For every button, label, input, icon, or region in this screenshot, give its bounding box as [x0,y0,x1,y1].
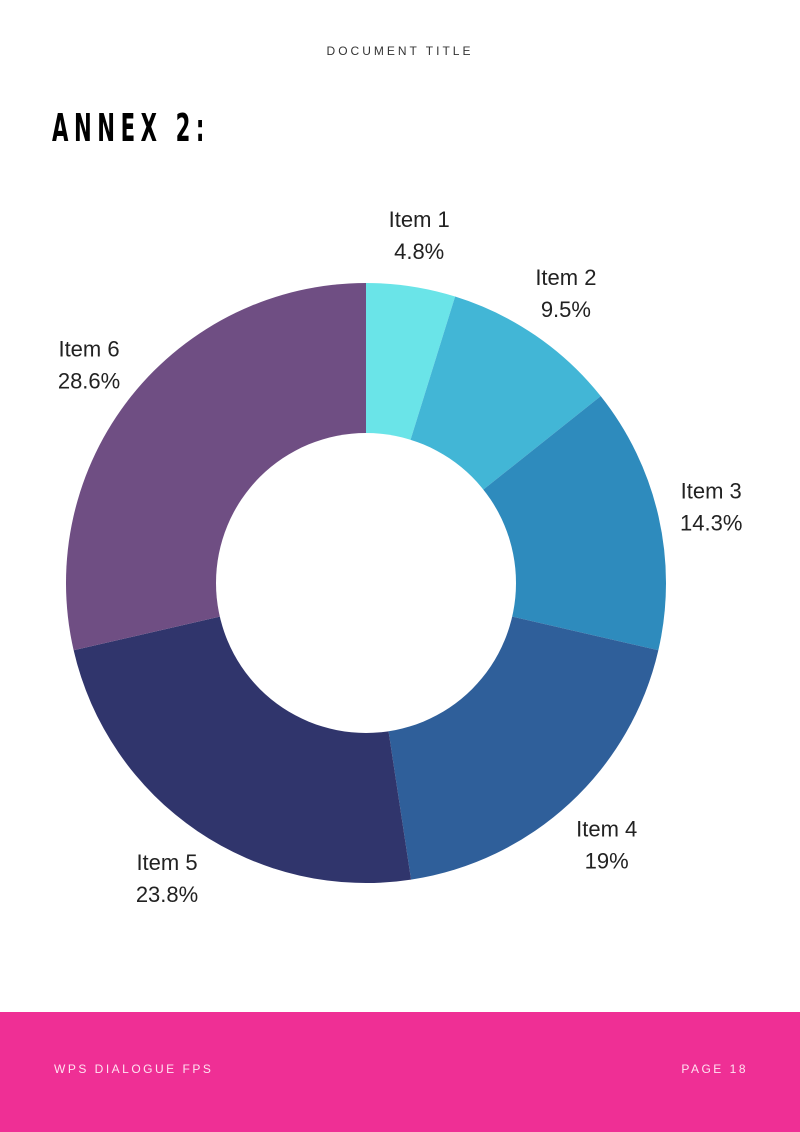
slice-category-4: Item 4 [576,817,637,842]
slice-category-1: Item 1 [389,207,450,232]
slice-label-3: Item 3 14.3% [680,479,742,536]
slice-category-3: Item 3 [681,479,742,504]
slice-value-1: 4.8% [394,239,444,264]
footer-organization: WPS DIALOGUE FPS [54,1062,214,1076]
slice-value-6: 28.6% [58,369,120,394]
slice-label-6: Item 6 28.6% [58,337,120,394]
slice-category-5: Item 5 [136,850,197,875]
slice-label-4: Item 4 19% [576,817,637,874]
document-title: DOCUMENT TITLE [326,44,474,58]
slice-label-5: Item 5 23.8% [136,850,198,907]
slice-value-3: 14.3% [680,511,742,536]
slice-value-4: 19% [585,849,629,874]
slice-category-6: Item 6 [58,337,119,362]
donut-chart: Item 1 4.8% Item 2 9.5% Item 3 14.3% Item 4 19%… [58,207,743,907]
page-number: PAGE 18 [681,1062,748,1076]
page-heading: ANNEX 2: [52,106,210,150]
slice-category-2: Item 2 [535,265,596,290]
donut-hole [216,433,516,733]
slice-value-2: 9.5% [541,297,591,322]
footer-bar: WPS DIALOGUE FPS PAGE 18 [0,1012,800,1132]
slice-label-1: Item 1 4.8% [389,207,450,264]
slice-label-2: Item 2 9.5% [535,265,596,322]
slice-value-5: 23.8% [136,882,198,907]
